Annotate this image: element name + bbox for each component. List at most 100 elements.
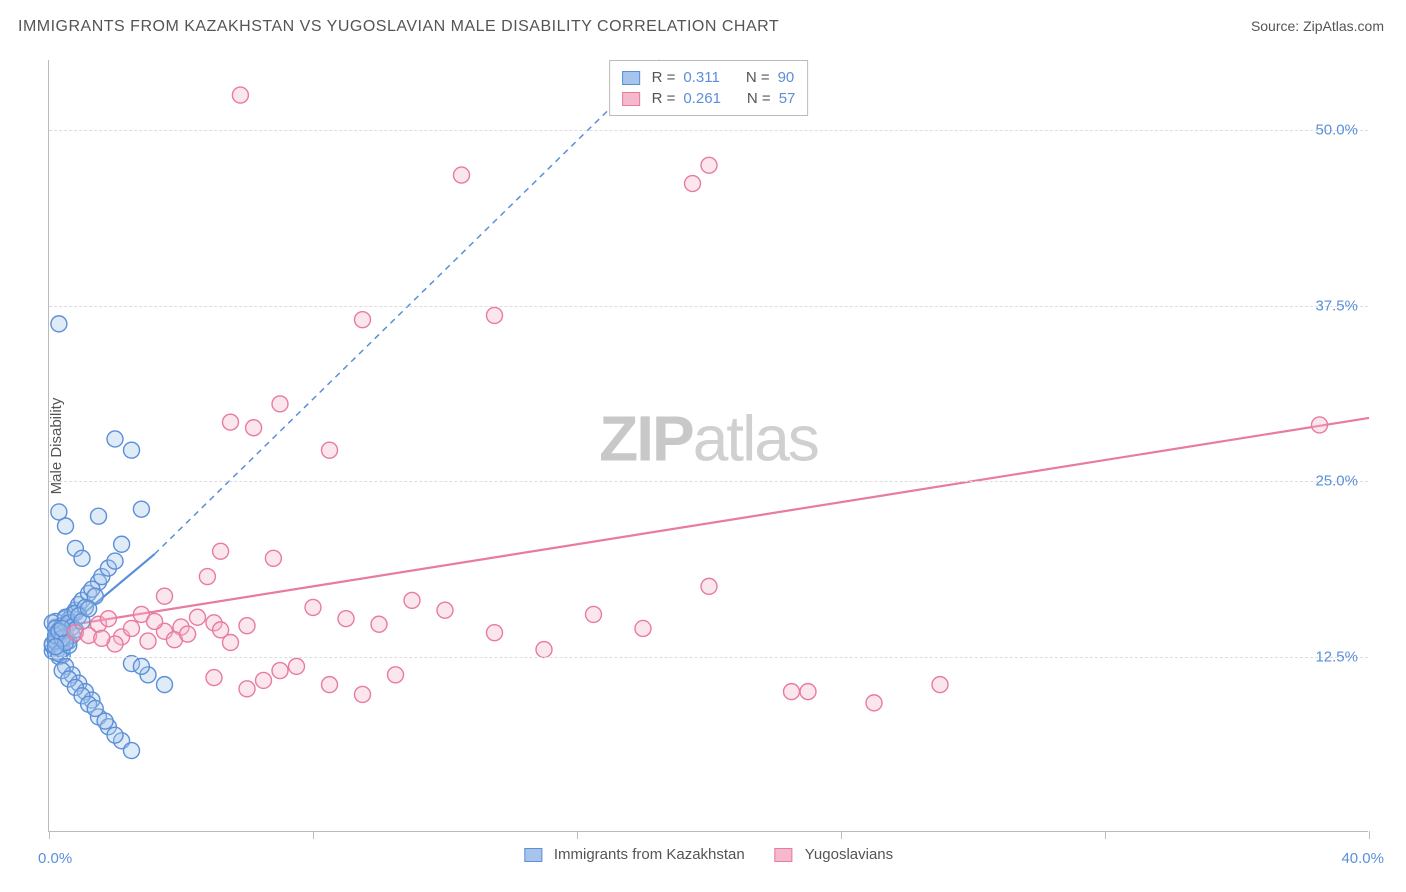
y-tick-label: 50.0% — [1315, 122, 1358, 139]
gridline-horizontal — [49, 130, 1368, 131]
scatter-point — [272, 663, 288, 679]
legend-r-value: 0.261 — [683, 90, 721, 107]
scatter-point — [685, 176, 701, 192]
chart-title: IMMIGRANTS FROM KAZAKHSTAN VS YUGOSLAVIA… — [18, 18, 779, 36]
scatter-point — [404, 592, 420, 608]
scatter-point — [157, 588, 173, 604]
legend-bottom: Immigrants from Kazakhstan Yugoslavians — [524, 846, 893, 863]
regression-line — [49, 418, 1369, 629]
regression-line-extrapolated — [155, 60, 660, 554]
legend-n-label: N = — [746, 69, 770, 86]
scatter-point — [536, 642, 552, 658]
scatter-point — [74, 550, 90, 566]
legend-r-label: R = — [652, 69, 676, 86]
scatter-point — [213, 622, 229, 638]
scatter-point — [124, 442, 140, 458]
scatter-point — [94, 630, 110, 646]
scatter-point — [701, 578, 717, 594]
scatter-point — [1312, 417, 1328, 433]
legend-label: Yugoslavians — [805, 846, 893, 863]
scatter-point — [133, 658, 149, 674]
legend-n-label: N = — [747, 90, 771, 107]
scatter-point — [100, 611, 116, 627]
y-tick-label: 12.5% — [1315, 648, 1358, 665]
scatter-point — [635, 620, 651, 636]
legend-stats-box: R = 0.311 N = 90 R = 0.261 N = 57 — [609, 60, 809, 116]
x-tick — [313, 831, 314, 839]
gridline-horizontal — [49, 306, 1368, 307]
scatter-point — [180, 626, 196, 642]
scatter-point — [586, 606, 602, 622]
x-tick — [577, 831, 578, 839]
chart-source: Source: ZipAtlas.com — [1251, 18, 1384, 34]
scatter-point — [487, 625, 503, 641]
legend-swatch-yugoslavians — [775, 848, 793, 862]
scatter-point — [140, 633, 156, 649]
scatter-point — [124, 743, 140, 759]
scatter-point — [289, 658, 305, 674]
scatter-point — [454, 167, 470, 183]
scatter-point — [701, 157, 717, 173]
y-tick-label: 25.0% — [1315, 473, 1358, 490]
y-tick-label: 37.5% — [1315, 297, 1358, 314]
scatter-point — [239, 681, 255, 697]
scatter-point — [206, 670, 222, 686]
legend-stats-row: R = 0.311 N = 90 — [622, 67, 796, 88]
scatter-point — [81, 601, 97, 617]
plot-area: ZIPatlas R = 0.311 N = 90 R = 0.261 N = … — [48, 60, 1368, 832]
scatter-point — [388, 667, 404, 683]
scatter-point — [239, 618, 255, 634]
legend-item-yugoslavians: Yugoslavians — [775, 846, 893, 863]
scatter-point — [437, 602, 453, 618]
scatter-point — [322, 677, 338, 693]
scatter-point — [371, 616, 387, 632]
scatter-point — [800, 684, 816, 700]
scatter-point — [107, 727, 123, 743]
legend-label: Immigrants from Kazakhstan — [554, 846, 745, 863]
scatter-point — [272, 396, 288, 412]
x-tick-label-max: 40.0% — [1341, 850, 1384, 867]
scatter-point — [51, 316, 67, 332]
scatter-point — [199, 569, 215, 585]
legend-n-value: 57 — [779, 90, 796, 107]
scatter-point — [355, 312, 371, 328]
scatter-point — [265, 550, 281, 566]
scatter-point — [355, 686, 371, 702]
scatter-point — [932, 677, 948, 693]
legend-n-value: 90 — [778, 69, 795, 86]
scatter-point — [133, 501, 149, 517]
legend-stats-row: R = 0.261 N = 57 — [622, 88, 796, 109]
x-tick — [1369, 831, 1370, 839]
x-tick — [49, 831, 50, 839]
scatter-point — [114, 536, 130, 552]
scatter-point — [91, 508, 107, 524]
scatter-point — [107, 431, 123, 447]
scatter-point — [338, 611, 354, 627]
legend-swatch-kazakhstan — [524, 848, 542, 862]
scatter-point — [322, 442, 338, 458]
scatter-point — [246, 420, 262, 436]
scatter-point — [157, 677, 173, 693]
scatter-point — [866, 695, 882, 711]
scatter-point — [256, 672, 272, 688]
scatter-point — [223, 414, 239, 430]
scatter-point — [190, 609, 206, 625]
x-tick — [1105, 831, 1106, 839]
legend-swatch-kazakhstan — [622, 71, 640, 85]
legend-item-kazakhstan: Immigrants from Kazakhstan — [524, 846, 745, 863]
scatter-point — [487, 307, 503, 323]
gridline-horizontal — [49, 481, 1368, 482]
scatter-point — [48, 639, 64, 655]
scatter-point — [784, 684, 800, 700]
x-tick-label-min: 0.0% — [38, 850, 72, 867]
scatter-point — [51, 504, 67, 520]
scatter-svg — [49, 60, 1368, 831]
legend-r-value: 0.311 — [683, 69, 719, 86]
scatter-point — [232, 87, 248, 103]
scatter-point — [305, 599, 321, 615]
scatter-point — [124, 620, 140, 636]
scatter-point — [97, 713, 113, 729]
legend-r-label: R = — [652, 90, 676, 107]
x-tick — [841, 831, 842, 839]
scatter-point — [147, 613, 163, 629]
